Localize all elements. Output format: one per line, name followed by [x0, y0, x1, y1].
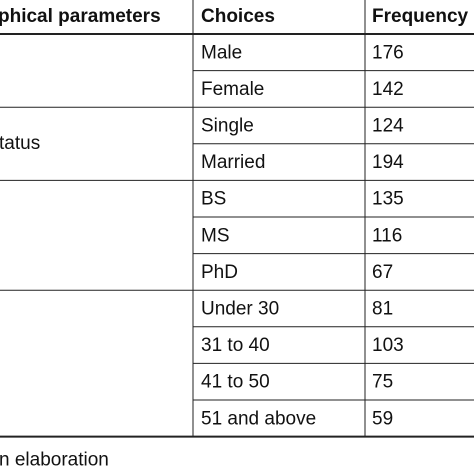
choice-cell: Female: [201, 79, 264, 100]
header-cell: Frequency: [372, 6, 469, 27]
header-cell: phical parameters: [0, 6, 161, 27]
choice-cell: 51 and above: [201, 408, 316, 429]
frequency-cell: 194: [372, 152, 404, 173]
frequency-cell: 176: [372, 42, 404, 63]
frequency-cell: 81: [372, 299, 393, 320]
choice-cell: Married: [201, 152, 265, 173]
frequency-cell: 59: [372, 408, 393, 429]
group-label: tatus: [0, 133, 40, 154]
choice-cell: MS: [201, 225, 230, 246]
frequency-cell: 135: [372, 189, 404, 210]
choice-cell: Under 30: [201, 299, 279, 320]
choice-cell: 31 to 40: [201, 335, 270, 356]
frequency-cell: 75: [372, 372, 393, 393]
frequency-cell: 124: [372, 116, 404, 137]
frequency-cell: 116: [372, 225, 402, 246]
frequency-cell: 103: [372, 335, 404, 356]
choice-cell: Single: [201, 116, 254, 137]
footer-note: n elaboration: [0, 450, 109, 471]
choice-cell: Male: [201, 42, 242, 63]
frequency-cell: 67: [372, 262, 393, 283]
choice-cell: PhD: [201, 262, 238, 283]
choice-cell: 41 to 50: [201, 372, 270, 393]
frequency-cell: 142: [372, 79, 404, 100]
choice-cell: BS: [201, 189, 226, 210]
header-cell: Choices: [201, 6, 275, 27]
